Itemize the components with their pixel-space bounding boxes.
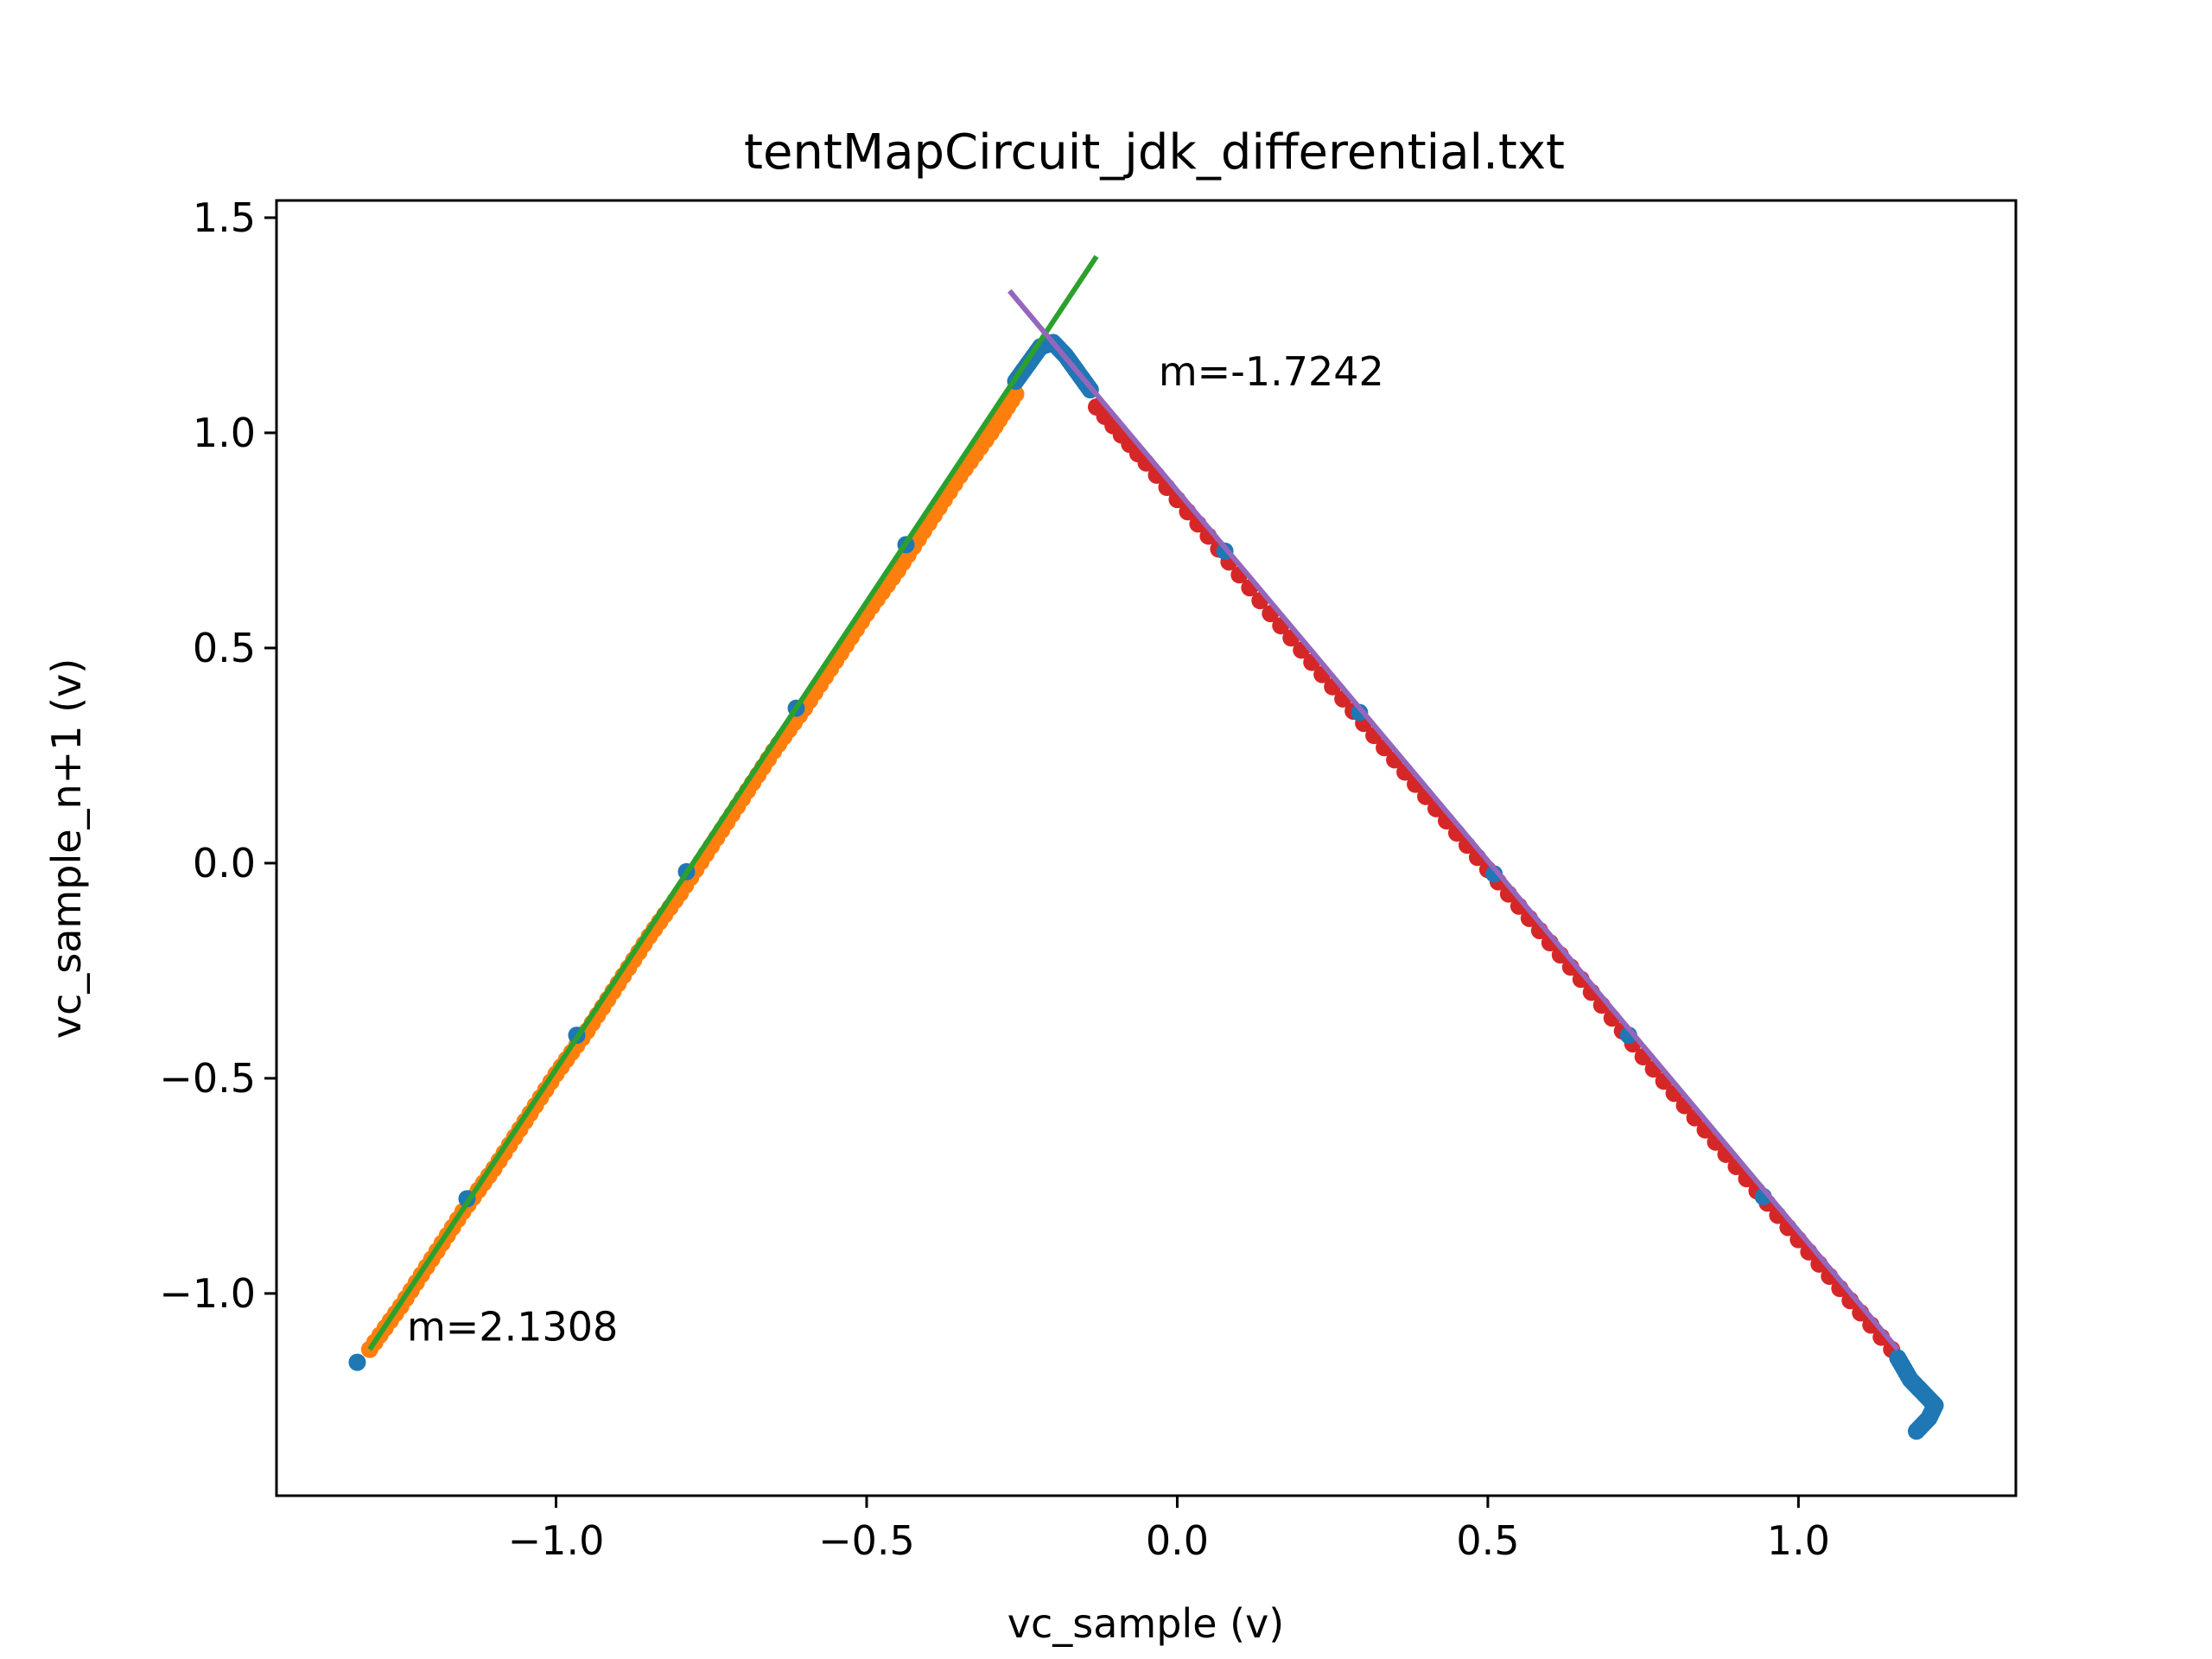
series-2-point [348, 1353, 366, 1371]
y-axis: −1.0 −0.5 0.0 0.5 1.0 1.5 [159, 194, 276, 1317]
plot-frame [275, 199, 2018, 1497]
series-0-point [982, 423, 1000, 442]
series-2-point [1914, 1383, 1932, 1402]
plot-area: −1.0 −0.5 0.0 0.5 1.0 −1.0 −0.5 0.0 0.5 1.0 1.5 m… [159, 194, 2018, 1564]
slope-annotation: m=2.1308 [407, 1304, 618, 1351]
x-tick-label: −1.0 [508, 1517, 605, 1564]
annotations: m=2.1308 m=-1.7242 [407, 348, 1384, 1351]
x-tick-label: −0.5 [818, 1517, 915, 1564]
y-tick-label: 0.0 [193, 840, 256, 887]
y-tick-label: 1.5 [193, 194, 256, 241]
slope-annotation: m=-1.7242 [1159, 348, 1384, 395]
series-0-point [1007, 385, 1025, 404]
series-4 [1007, 289, 1900, 1351]
y-tick-label: 0.5 [193, 625, 256, 671]
x-tick-label: 0.5 [1456, 1517, 1519, 1564]
series-2-point [1907, 1422, 1925, 1440]
y-axis-label: vc_sample_n+1 (v) [43, 658, 90, 1039]
series-3-fit-line [367, 255, 1099, 1351]
series-layer [348, 255, 1944, 1440]
y-tick-label: −1.0 [159, 1270, 256, 1317]
x-tick-label: 0.0 [1146, 1517, 1209, 1564]
series-3 [367, 255, 1099, 1351]
x-axis-label: vc_sample (v) [1007, 1600, 1285, 1647]
chart-title: tentMapCircuit_jdk_differential.txt [744, 124, 1565, 181]
x-tick-label: 1.0 [1767, 1517, 1830, 1564]
series-4-fit-line [1007, 289, 1900, 1351]
y-tick-label: 1.0 [193, 410, 256, 456]
series-2-point [1889, 1349, 1907, 1367]
series-2-point [1901, 1370, 1919, 1389]
y-tick-label: −0.5 [159, 1055, 256, 1102]
x-axis: −1.0 −0.5 0.0 0.5 1.0 [508, 1496, 1830, 1564]
series-2-point [1920, 1409, 1938, 1427]
series-2-point [1926, 1396, 1944, 1414]
